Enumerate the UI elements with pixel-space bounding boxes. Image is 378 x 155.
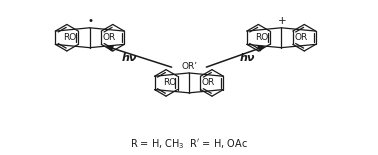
Text: hν: hν (121, 53, 137, 63)
Text: RO: RO (255, 33, 268, 42)
Text: OR’: OR’ (181, 62, 197, 71)
Text: RO: RO (163, 78, 176, 87)
Text: OR: OR (294, 33, 308, 42)
Text: OR: OR (202, 78, 215, 87)
Text: +: + (278, 16, 287, 26)
Text: hν: hν (239, 53, 255, 63)
Text: R = H, CH$_3$  R$'$ = H, OAc: R = H, CH$_3$ R$'$ = H, OAc (130, 137, 248, 151)
Text: OR: OR (103, 33, 116, 42)
Text: •: • (88, 16, 94, 26)
Text: RO: RO (64, 33, 77, 42)
